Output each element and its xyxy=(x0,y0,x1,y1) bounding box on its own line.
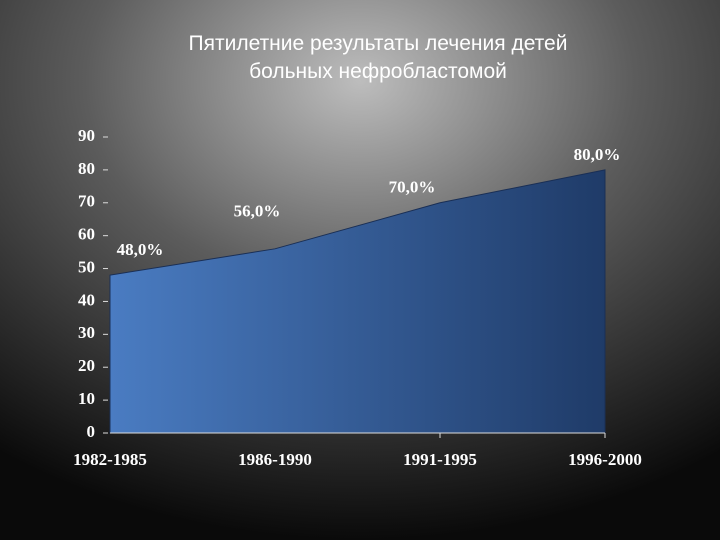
x-tick-label: 1986-1990 xyxy=(238,450,312,469)
x-tick-label: 1991-1995 xyxy=(403,450,477,469)
y-tick-label: 30 xyxy=(78,323,95,342)
y-tick-label: 80 xyxy=(78,159,95,178)
data-label: 80,0% xyxy=(574,145,621,164)
chart-title: больных нефробластомой xyxy=(249,60,507,83)
y-tick-label: 40 xyxy=(78,290,95,309)
y-tick-label: 60 xyxy=(78,225,95,244)
y-tick-label: 0 xyxy=(87,422,96,441)
y-tick-label: 70 xyxy=(78,192,95,211)
data-label: 48,0% xyxy=(117,240,164,259)
y-tick-label: 10 xyxy=(78,389,95,408)
data-label: 56,0% xyxy=(234,202,281,221)
data-label: 70,0% xyxy=(389,178,436,197)
x-tick-label: 1996-2000 xyxy=(568,450,642,469)
x-tick-label: 1982-1985 xyxy=(73,450,147,469)
y-tick-label: 50 xyxy=(78,257,95,276)
y-tick-label: 90 xyxy=(78,126,95,145)
y-tick-label: 20 xyxy=(78,356,95,375)
chart-title: Пятилетние результаты лечения детей xyxy=(189,32,568,55)
